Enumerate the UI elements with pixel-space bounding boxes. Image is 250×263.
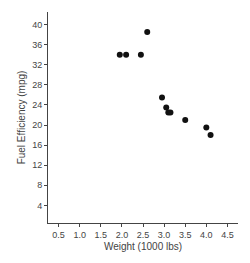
svg-text:1.5: 1.5 <box>95 230 108 240</box>
svg-text:4: 4 <box>37 201 42 211</box>
svg-text:36: 36 <box>32 40 42 50</box>
svg-text:1.0: 1.0 <box>73 230 86 240</box>
svg-text:Fuel Efficiency (mpg): Fuel Efficiency (mpg) <box>16 71 27 165</box>
svg-text:28: 28 <box>32 80 42 90</box>
svg-text:0.5: 0.5 <box>52 230 65 240</box>
svg-text:32: 32 <box>32 60 42 70</box>
svg-text:2.0: 2.0 <box>116 230 129 240</box>
svg-text:8: 8 <box>37 180 42 190</box>
svg-text:4.5: 4.5 <box>221 230 234 240</box>
svg-text:4.0: 4.0 <box>200 230 213 240</box>
svg-text:3.0: 3.0 <box>158 230 171 240</box>
svg-text:24: 24 <box>32 100 42 110</box>
svg-text:3.5: 3.5 <box>179 230 192 240</box>
svg-text:16: 16 <box>32 140 42 150</box>
svg-text:2.5: 2.5 <box>137 230 150 240</box>
svg-text:12: 12 <box>32 160 42 170</box>
svg-text:20: 20 <box>32 120 42 130</box>
svg-text:Weight (1000 lbs): Weight (1000 lbs) <box>104 241 182 252</box>
svg-text:40: 40 <box>32 20 42 30</box>
